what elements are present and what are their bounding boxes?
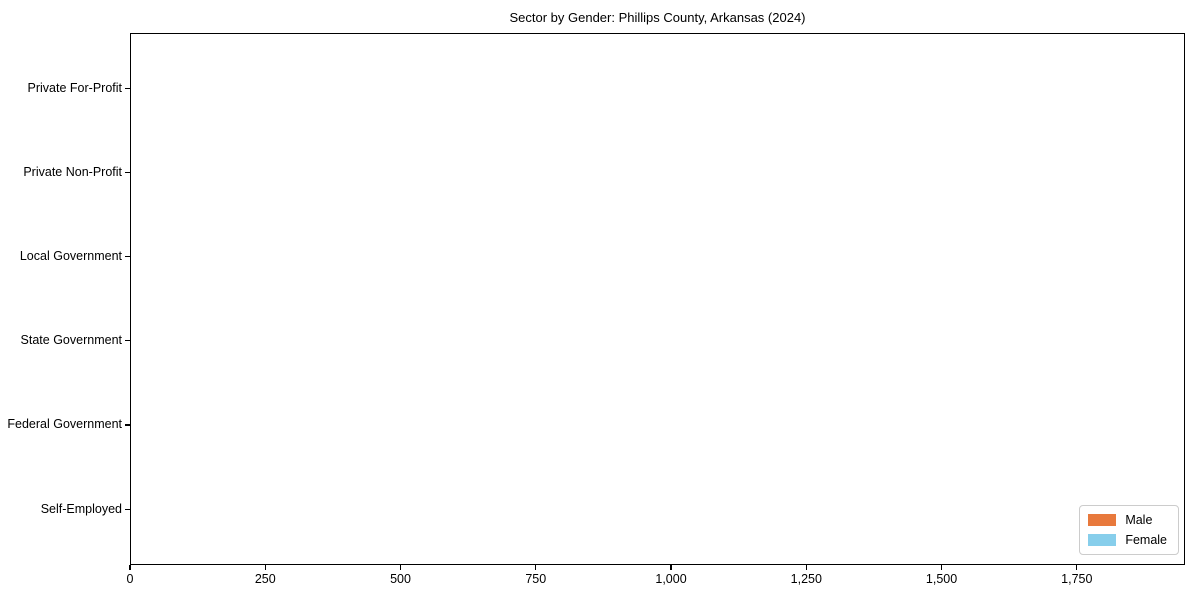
x-tick-mark	[264, 565, 266, 570]
y-axis-label: Private For-Profit	[27, 80, 122, 95]
y-axis-label: Self-Employed	[40, 501, 122, 516]
x-tick-label: 1,000	[655, 572, 687, 586]
x-tick-mark	[399, 565, 402, 570]
legend-label-male: Male	[1125, 513, 1153, 527]
y-tick-mark	[125, 340, 130, 342]
legend-item-male: Male	[1088, 513, 1167, 527]
x-tick-label: 1,500	[925, 572, 958, 586]
y-axis-label: Federal Government	[7, 417, 122, 432]
legend-item-female: Female	[1088, 533, 1167, 547]
x-tick-label: 0	[126, 572, 134, 586]
legend-swatch-female	[1088, 534, 1117, 546]
y-tick-mark	[125, 508, 130, 510]
legend-label-female: Female	[1125, 533, 1167, 547]
x-tick-mark	[805, 565, 807, 570]
y-axis-label: Private Non-Profit	[23, 164, 122, 179]
y-axis-label: Local Government	[19, 248, 122, 263]
x-tick-label: 500	[390, 572, 411, 586]
x-tick-label: 1,250	[790, 572, 822, 586]
x-tick-label: 750	[525, 572, 547, 586]
y-axis-label: State Government	[20, 333, 122, 348]
y-tick-mark	[125, 424, 130, 426]
x-tick-mark	[940, 565, 943, 570]
x-tick-label: 1,750	[1061, 572, 1093, 586]
legend: Male Female	[1079, 505, 1179, 555]
y-tick-mark	[125, 87, 130, 89]
x-tick-label: 250	[254, 572, 276, 586]
chart-title: Sector by Gender: Phillips County, Arkan…	[509, 10, 806, 25]
x-tick-mark	[670, 565, 672, 570]
plot-area	[130, 33, 1185, 565]
x-tick-mark	[129, 565, 131, 570]
y-tick-mark	[125, 255, 130, 258]
x-tick-mark	[1076, 565, 1078, 570]
y-tick-mark	[125, 171, 130, 173]
legend-swatch-male	[1088, 514, 1117, 526]
x-tick-mark	[535, 565, 537, 570]
